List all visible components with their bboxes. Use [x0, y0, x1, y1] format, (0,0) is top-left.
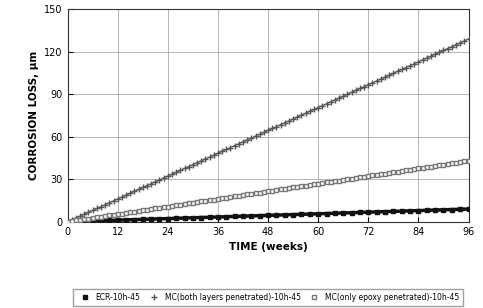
- MC(both layers penetrated)-10h-45: [65, 220, 71, 224]
- ECR-10h-45: [449, 208, 455, 211]
- ECR-10h-45: [357, 211, 363, 214]
- MC(only epoxy penetrated)-10h-45: [374, 173, 380, 177]
- MC(both layers penetrated)-10h-45: [169, 172, 175, 176]
- ECR-10h-45: [240, 214, 246, 218]
- MC(only epoxy penetrated)-10h-45: [466, 159, 471, 163]
- Line: MC(both layers penetrated)-10h-45: MC(both layers penetrated)-10h-45: [65, 36, 471, 225]
- ECR-10h-45: [115, 218, 121, 222]
- ECR-10h-45: [173, 217, 179, 220]
- Line: ECR-10h-45: ECR-10h-45: [66, 207, 470, 224]
- ECR-10h-45: [282, 213, 288, 217]
- ECR-10h-45: [215, 215, 221, 219]
- Line: MC(only epoxy penetrated)-10h-45: MC(only epoxy penetrated)-10h-45: [66, 159, 470, 224]
- ECR-10h-45: [199, 216, 204, 219]
- MC(only epoxy penetrated)-10h-45: [65, 220, 71, 224]
- ECR-10h-45: [382, 210, 388, 213]
- ECR-10h-45: [432, 208, 438, 212]
- ECR-10h-45: [324, 212, 329, 215]
- ECR-10h-45: [440, 208, 446, 212]
- ECR-10h-45: [390, 209, 396, 213]
- X-axis label: TIME (weeks): TIME (weeks): [228, 242, 308, 252]
- MC(only epoxy penetrated)-10h-45: [77, 218, 83, 222]
- ECR-10h-45: [156, 217, 162, 221]
- ECR-10h-45: [366, 210, 371, 214]
- ECR-10h-45: [298, 213, 304, 216]
- ECR-10h-45: [98, 219, 104, 223]
- MC(only epoxy penetrated)-10h-45: [169, 204, 175, 208]
- ECR-10h-45: [140, 217, 146, 221]
- ECR-10h-45: [341, 211, 346, 215]
- ECR-10h-45: [332, 211, 338, 215]
- ECR-10h-45: [307, 212, 313, 216]
- ECR-10h-45: [415, 209, 421, 213]
- MC(only epoxy penetrated)-10h-45: [295, 185, 300, 189]
- ECR-10h-45: [374, 210, 380, 214]
- ECR-10h-45: [424, 209, 430, 212]
- MC(only epoxy penetrated)-10h-45: [94, 216, 100, 219]
- ECR-10h-45: [224, 215, 229, 219]
- ECR-10h-45: [349, 211, 355, 215]
- MC(both layers penetrated)-10h-45: [94, 207, 100, 210]
- ECR-10h-45: [407, 209, 413, 213]
- ECR-10h-45: [148, 217, 154, 221]
- ECR-10h-45: [165, 217, 171, 221]
- ECR-10h-45: [457, 207, 463, 211]
- MC(both layers penetrated)-10h-45: [265, 128, 271, 132]
- ECR-10h-45: [399, 209, 405, 213]
- ECR-10h-45: [131, 218, 137, 221]
- MC(only epoxy penetrated)-10h-45: [265, 189, 271, 193]
- MC(both layers penetrated)-10h-45: [77, 214, 83, 218]
- MC(both layers penetrated)-10h-45: [295, 115, 300, 119]
- ECR-10h-45: [90, 219, 96, 223]
- ECR-10h-45: [232, 215, 238, 218]
- ECR-10h-45: [265, 213, 271, 217]
- ECR-10h-45: [466, 207, 471, 211]
- ECR-10h-45: [65, 220, 71, 224]
- ECR-10h-45: [73, 220, 79, 223]
- ECR-10h-45: [123, 218, 129, 222]
- ECR-10h-45: [248, 214, 254, 218]
- MC(both layers penetrated)-10h-45: [374, 79, 380, 83]
- MC(both layers penetrated)-10h-45: [466, 37, 471, 41]
- ECR-10h-45: [106, 219, 112, 222]
- ECR-10h-45: [290, 213, 296, 217]
- Legend: ECR-10h-45, MC(both layers penetrated)-10h-45, MC(only epoxy penetrated)-10h-45: ECR-10h-45, MC(both layers penetrated)-1…: [73, 289, 463, 306]
- ECR-10h-45: [207, 215, 213, 219]
- ECR-10h-45: [82, 219, 87, 223]
- ECR-10h-45: [257, 214, 263, 217]
- ECR-10h-45: [315, 212, 321, 216]
- ECR-10h-45: [190, 216, 196, 220]
- ECR-10h-45: [273, 213, 279, 217]
- Y-axis label: CORROSION LOSS, µm: CORROSION LOSS, µm: [28, 51, 39, 180]
- ECR-10h-45: [182, 216, 187, 220]
